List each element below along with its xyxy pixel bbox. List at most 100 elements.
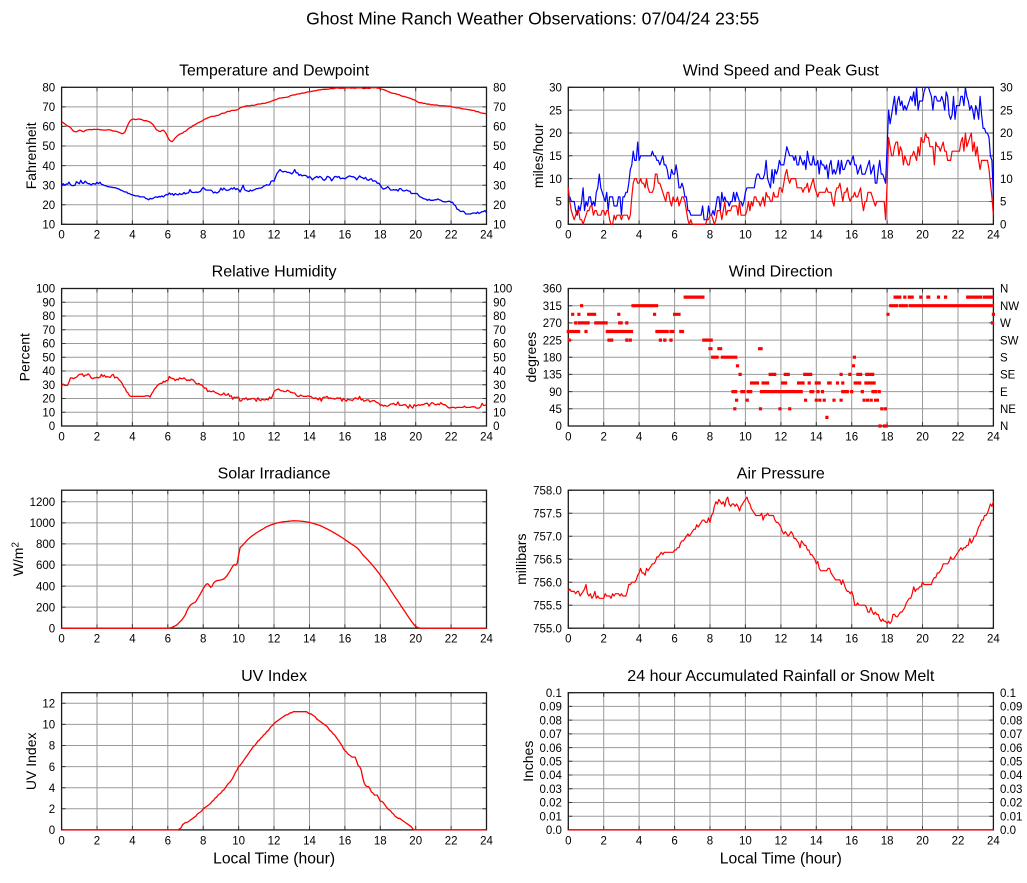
svg-text:8: 8	[200, 431, 206, 443]
svg-text:0.06: 0.06	[1000, 743, 1022, 755]
svg-text:8: 8	[200, 634, 206, 646]
svg-text:18: 18	[374, 634, 387, 646]
svg-text:12: 12	[268, 431, 281, 443]
svg-text:90: 90	[42, 297, 55, 309]
svg-text:10: 10	[42, 407, 55, 419]
svg-text:Ghost Mine Ranch Weather Obser: Ghost Mine Ranch Weather Observations: 0…	[306, 9, 759, 29]
svg-text:22: 22	[445, 835, 458, 847]
svg-text:10: 10	[42, 720, 55, 732]
svg-text:6: 6	[671, 230, 677, 242]
svg-text:2: 2	[94, 230, 100, 242]
svg-text:757.5: 757.5	[533, 508, 562, 520]
svg-text:60: 60	[42, 339, 55, 351]
svg-text:Local Time (hour): Local Time (hour)	[720, 850, 842, 867]
svg-text:S: S	[1000, 352, 1008, 364]
svg-text:20: 20	[409, 431, 422, 443]
svg-text:6: 6	[49, 762, 55, 774]
svg-text:miles/hour: miles/hour	[530, 123, 546, 188]
svg-text:24: 24	[987, 230, 1000, 242]
svg-text:4: 4	[636, 634, 643, 646]
svg-text:degrees: degrees	[523, 332, 539, 383]
svg-text:0: 0	[565, 835, 571, 847]
svg-text:Inches: Inches	[520, 741, 536, 782]
svg-text:10: 10	[1000, 174, 1013, 186]
svg-text:Local Time (hour): Local Time (hour)	[213, 850, 335, 867]
svg-text:8: 8	[707, 634, 713, 646]
svg-text:22: 22	[445, 431, 458, 443]
svg-text:0.01: 0.01	[540, 811, 562, 823]
svg-text:24: 24	[987, 835, 1000, 847]
svg-text:24: 24	[480, 835, 493, 847]
svg-text:0: 0	[493, 421, 499, 433]
svg-text:800: 800	[36, 539, 55, 551]
svg-text:70: 70	[493, 102, 506, 114]
svg-text:756.5: 756.5	[533, 554, 562, 566]
svg-text:60: 60	[42, 122, 55, 134]
svg-text:10: 10	[739, 230, 752, 242]
svg-text:UV Index: UV Index	[241, 668, 307, 685]
svg-text:0.07: 0.07	[1000, 729, 1022, 741]
svg-text:50: 50	[42, 141, 55, 153]
svg-text:18: 18	[881, 230, 894, 242]
svg-text:100: 100	[493, 284, 512, 296]
svg-text:16: 16	[845, 835, 858, 847]
svg-text:10: 10	[42, 220, 55, 232]
svg-text:0: 0	[49, 421, 55, 433]
svg-text:18: 18	[881, 634, 894, 646]
svg-text:W/m2: W/m2	[10, 542, 26, 576]
svg-text:30: 30	[493, 380, 506, 392]
svg-text:14: 14	[810, 634, 823, 646]
svg-text:225: 225	[543, 335, 562, 347]
svg-text:24: 24	[480, 634, 493, 646]
svg-text:8: 8	[707, 835, 713, 847]
svg-text:10: 10	[739, 431, 752, 443]
svg-text:0: 0	[49, 825, 55, 837]
svg-text:14: 14	[303, 230, 316, 242]
svg-text:45: 45	[549, 404, 562, 416]
svg-text:12: 12	[268, 230, 281, 242]
svg-text:6: 6	[165, 230, 171, 242]
svg-text:10: 10	[232, 230, 245, 242]
svg-text:100: 100	[36, 284, 55, 296]
svg-text:20: 20	[916, 431, 929, 443]
svg-text:6: 6	[671, 634, 677, 646]
svg-text:22: 22	[952, 835, 965, 847]
svg-text:4: 4	[636, 230, 643, 242]
svg-text:12: 12	[775, 835, 788, 847]
svg-text:20: 20	[1000, 128, 1013, 140]
svg-text:180: 180	[543, 352, 562, 364]
svg-text:0: 0	[58, 230, 64, 242]
svg-text:1000: 1000	[30, 518, 56, 530]
svg-text:20: 20	[549, 128, 562, 140]
svg-text:80: 80	[493, 311, 506, 323]
svg-text:4: 4	[49, 783, 56, 795]
svg-text:0.05: 0.05	[540, 757, 562, 769]
svg-text:12: 12	[268, 634, 281, 646]
svg-text:30: 30	[42, 380, 55, 392]
svg-text:24 hour Accumulated Rainfall o: 24 hour Accumulated Rainfall or Snow Mel…	[627, 668, 935, 685]
svg-text:14: 14	[810, 230, 823, 242]
svg-text:5: 5	[1000, 197, 1006, 209]
svg-text:5: 5	[555, 197, 561, 209]
svg-text:NE: NE	[1000, 404, 1016, 416]
svg-text:16: 16	[845, 634, 858, 646]
svg-text:14: 14	[303, 431, 316, 443]
svg-text:2: 2	[94, 634, 100, 646]
svg-text:80: 80	[493, 83, 506, 95]
svg-text:6: 6	[165, 431, 171, 443]
svg-text:15: 15	[1000, 151, 1013, 163]
svg-text:16: 16	[339, 835, 352, 847]
svg-text:0.03: 0.03	[1000, 784, 1022, 796]
svg-text:0: 0	[1000, 220, 1006, 232]
svg-text:20: 20	[42, 200, 55, 212]
svg-text:30: 30	[1000, 83, 1013, 95]
svg-text:0.1: 0.1	[546, 688, 562, 700]
svg-text:W: W	[1000, 318, 1011, 330]
svg-text:0.09: 0.09	[540, 702, 562, 714]
svg-text:12: 12	[775, 230, 788, 242]
svg-text:8: 8	[200, 230, 206, 242]
svg-text:80: 80	[42, 311, 55, 323]
svg-text:6: 6	[165, 835, 171, 847]
svg-text:50: 50	[493, 141, 506, 153]
svg-text:25: 25	[549, 105, 562, 117]
